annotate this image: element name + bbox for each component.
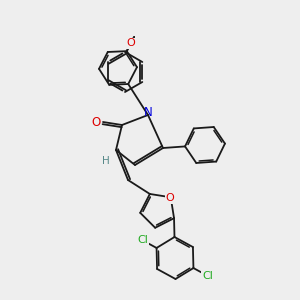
- Text: H: H: [102, 156, 110, 166]
- Text: O: O: [127, 38, 135, 48]
- Text: Cl: Cl: [202, 271, 213, 281]
- Text: N: N: [144, 106, 152, 118]
- Text: Cl: Cl: [137, 235, 148, 245]
- Text: O: O: [92, 116, 100, 128]
- Text: O: O: [165, 193, 174, 203]
